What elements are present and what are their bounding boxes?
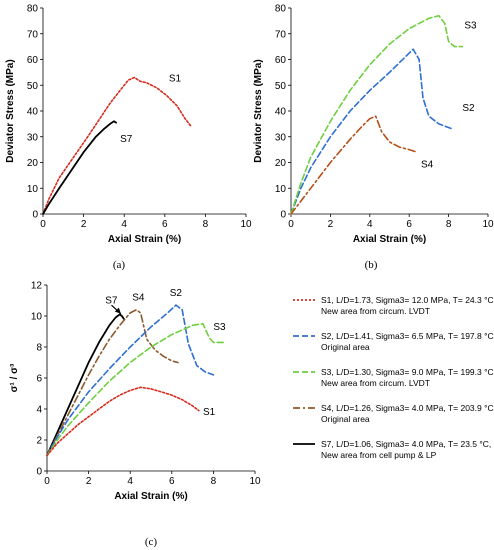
y-tick-label: 80 xyxy=(275,4,287,15)
y-axis-title: Deviator Stress (MPa) xyxy=(253,59,264,162)
y-tick-label: 6 xyxy=(36,374,42,385)
s7-arrow-head xyxy=(114,307,121,314)
legend-entry-text: S3, L/D=1.30, Sigma3= 9.0 MPa, T= 199.3 … xyxy=(321,367,494,377)
series-line-s1 xyxy=(42,76,192,215)
x-tick-label: 6 xyxy=(406,219,412,230)
series-label-s4: S4 xyxy=(132,293,145,304)
legend-entry-text: New area from circum. LVDT xyxy=(321,306,430,316)
series-label-s2: S2 xyxy=(170,288,183,299)
series-label-s7: S7 xyxy=(105,296,118,307)
series-line-s1 xyxy=(46,386,200,457)
series-label-s2: S2 xyxy=(462,103,475,114)
y-tick-label: 0 xyxy=(32,210,38,221)
y-tick-label: 20 xyxy=(275,158,287,169)
x-tick-label: 6 xyxy=(169,476,175,487)
series-line-s4 xyxy=(46,308,179,457)
x-axis-title: Axial Strain (%) xyxy=(353,234,426,245)
panel-label: (a) xyxy=(113,259,126,271)
x-tick-label: 4 xyxy=(121,219,127,230)
x-tick-label: 2 xyxy=(86,476,92,487)
legend-entry-text: S7, L/D=1.06, Sigma3= 4.0 MPa, T= 23.5 °… xyxy=(321,439,491,449)
series-line-s7 xyxy=(46,313,125,457)
x-tick-label: 8 xyxy=(446,219,452,230)
x-tick-label: 4 xyxy=(127,476,133,487)
legend-entry-text: S1, L/D=1.73, Sigma3= 12.0 MPa, T= 24.3 … xyxy=(321,295,494,305)
y-tick-label: 40 xyxy=(27,107,39,118)
series-label-s7: S7 xyxy=(120,134,133,145)
x-tick-label: 2 xyxy=(81,219,87,230)
x-tick-label: 6 xyxy=(162,219,168,230)
panel-c-chart: 0 2 4 6 8 10 0 2 4 6 8 10 12 Axial Strain (%) σ¹ / σ³ (… xyxy=(9,281,261,549)
legend-entry-text: S2, L/D=1.41, Sigma3= 6.5 MPa, T= 197.8 … xyxy=(321,331,494,341)
x-tick-label: 2 xyxy=(328,219,334,230)
x-tick-label: 0 xyxy=(40,219,46,230)
y-tick-label: 40 xyxy=(275,107,287,118)
y-tick-label: 50 xyxy=(275,81,287,92)
panel-a-chart: 0 2 4 6 8 10 0 10 20 30 40 50 60 70 80 Axial Strain (%)… xyxy=(5,4,252,272)
series-line-s2 xyxy=(290,48,454,215)
legend-c: S1, L/D=1.73, Sigma3= 12.0 MPa, T= 24.3 … xyxy=(293,295,494,460)
x-tick-label: 10 xyxy=(240,219,252,230)
series-label-s1: S1 xyxy=(169,73,182,84)
x-tick-label: 4 xyxy=(367,219,373,230)
y-tick-label: 70 xyxy=(275,29,287,40)
x-tick-label: 10 xyxy=(482,219,494,230)
y-tick-label: 10 xyxy=(31,312,43,323)
x-tick-label: 0 xyxy=(44,476,50,487)
x-tick-label: 8 xyxy=(211,476,217,487)
panel-label: (b) xyxy=(365,259,378,271)
y-tick-label: 10 xyxy=(27,184,39,195)
y-tick-label: 0 xyxy=(280,210,286,221)
legend-entry-text: S4, L/D=1.26, Sigma3= 4.0 MPa, T= 203.9 … xyxy=(321,403,494,413)
series-label-s4: S4 xyxy=(421,160,434,171)
x-tick-label: 10 xyxy=(249,476,261,487)
y-tick-label: 60 xyxy=(275,55,287,66)
y-axis-title: Deviator Stress (MPa) xyxy=(5,59,16,162)
y-tick-label: 10 xyxy=(275,184,287,195)
series-label-s1: S1 xyxy=(203,407,216,418)
y-axis-title: σ¹ / σ³ xyxy=(9,363,20,392)
series-label-s3: S3 xyxy=(213,322,226,333)
legend-entry-text: New area from cell pump & LP xyxy=(321,450,437,460)
y-tick-label: 60 xyxy=(27,55,39,66)
legend-entry-text: Original area xyxy=(321,342,370,352)
y-tick-label: 8 xyxy=(36,343,42,354)
legend-entry-text: New area from circum. LVDT xyxy=(321,378,430,388)
series-line-s4 xyxy=(290,115,418,215)
y-tick-label: 30 xyxy=(27,132,39,143)
y-tick-label: 50 xyxy=(27,81,39,92)
y-tick-label: 70 xyxy=(27,29,39,40)
y-tick-label: 30 xyxy=(275,132,287,143)
y-tick-label: 0 xyxy=(36,467,42,478)
series-line-s3 xyxy=(46,322,225,457)
series-line-s7 xyxy=(42,120,117,215)
y-tick-label: 12 xyxy=(31,281,43,292)
panel-label: (c) xyxy=(145,536,158,548)
series-line-s2 xyxy=(46,304,215,457)
series-line-s3 xyxy=(290,14,464,215)
series-label-s3: S3 xyxy=(464,21,477,32)
y-tick-label: 2 xyxy=(36,436,42,447)
panel-b-chart: 0 2 4 6 8 10 0 10 20 30 40 50 60 70 80 Axial Strain (%)… xyxy=(253,4,494,272)
x-axis-title: Axial Strain (%) xyxy=(108,234,181,245)
y-tick-label: 80 xyxy=(27,4,39,15)
y-tick-label: 20 xyxy=(27,158,39,169)
x-tick-label: 0 xyxy=(288,219,294,230)
y-tick-label: 4 xyxy=(36,405,42,416)
x-tick-label: 8 xyxy=(203,219,209,230)
x-axis-title: Axial Strain (%) xyxy=(114,491,187,502)
legend-entry-text: Original area xyxy=(321,414,370,424)
